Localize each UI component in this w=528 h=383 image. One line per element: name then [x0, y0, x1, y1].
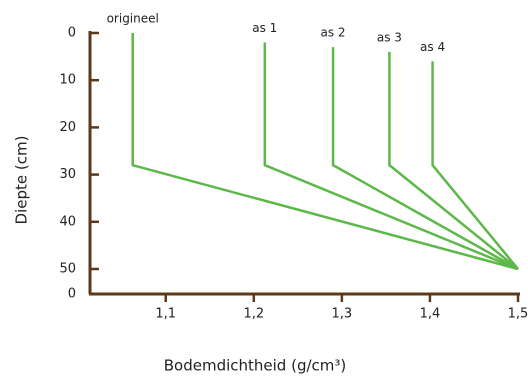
x-tick-label: 1,1: [155, 307, 176, 322]
series-label: as 4: [420, 40, 445, 54]
series-label: as 2: [321, 26, 346, 40]
series-line: [131, 33, 519, 271]
series-label: origineel: [107, 12, 159, 26]
series-label: as 1: [252, 21, 277, 35]
series-line: [331, 47, 519, 271]
x-axis-label: Bodemdichtheid (g/cm³): [164, 357, 347, 375]
series-label: as 3: [377, 30, 402, 44]
y-tick-label: 20: [59, 120, 76, 135]
y-axis-label: Diepte (cm): [13, 136, 31, 225]
y-tick-label: 10: [59, 73, 76, 88]
y-tick-label: 0: [68, 26, 76, 41]
series-line: [388, 51, 519, 270]
x-tick-label: 1,2: [243, 307, 264, 322]
series-line: [263, 42, 519, 271]
x-tick-label: 1,4: [420, 307, 441, 322]
x-tick-label: 1,3: [332, 307, 353, 322]
series-line: [431, 61, 519, 270]
x-tick-label: 1,5: [508, 307, 528, 322]
y-tick-label: 40: [59, 214, 76, 229]
y-tick-label: 50: [59, 261, 76, 276]
origin-label: 0: [68, 287, 76, 302]
y-tick-label: 30: [59, 167, 76, 182]
